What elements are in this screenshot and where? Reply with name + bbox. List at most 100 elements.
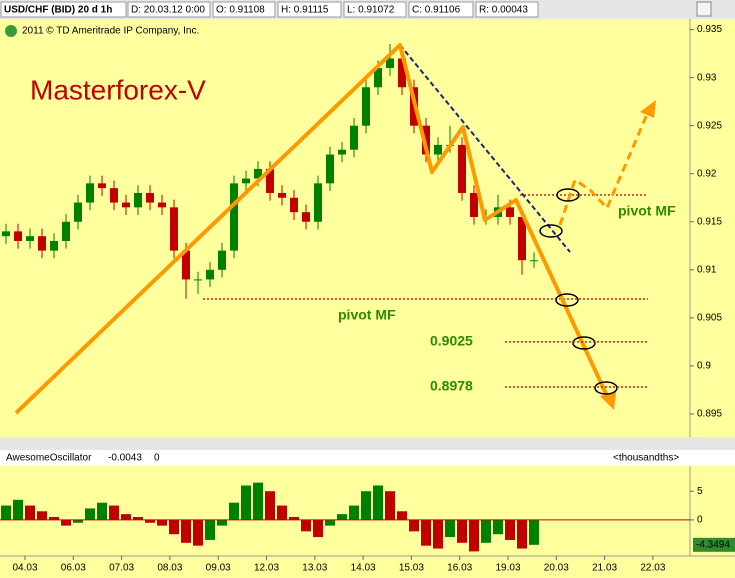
osc-bar bbox=[97, 502, 107, 520]
candle-body bbox=[302, 212, 310, 222]
candle-body bbox=[338, 149, 346, 155]
osc-bar bbox=[313, 519, 323, 538]
osc-bar bbox=[25, 505, 35, 520]
header-box bbox=[475, 1, 539, 18]
candle-body bbox=[290, 197, 298, 213]
osc-bar bbox=[493, 519, 503, 535]
candle-body bbox=[374, 68, 382, 88]
y-tick-label: 0.91 bbox=[697, 264, 717, 275]
osc-bar bbox=[409, 519, 419, 532]
y-tick-label: 0.905 bbox=[697, 312, 722, 323]
settings-button[interactable] bbox=[696, 1, 712, 17]
osc-bar bbox=[217, 519, 227, 526]
y-tick-label: 0.895 bbox=[697, 409, 722, 420]
candle-body bbox=[74, 202, 82, 222]
osc-bar bbox=[469, 519, 479, 552]
osc-header-bar bbox=[0, 450, 735, 466]
x-tick-label: 12.03 bbox=[254, 563, 279, 574]
osc-bar bbox=[289, 517, 299, 520]
header-field: R: 0.00043 bbox=[479, 5, 528, 16]
osc-header-field: AwesomeOscillator bbox=[6, 453, 92, 464]
target-ellipse bbox=[594, 381, 618, 395]
osc-bar bbox=[241, 485, 251, 520]
arrow-head bbox=[600, 392, 616, 410]
copyright: 2011 © TD Ameritrade IP Company, Inc. bbox=[22, 26, 199, 37]
y-tick-label: 0.925 bbox=[697, 120, 722, 131]
candle-body bbox=[266, 168, 274, 193]
osc-header-field: 0 bbox=[154, 453, 160, 464]
y-tick-label: 5 bbox=[697, 486, 703, 497]
arrow-head bbox=[640, 100, 656, 118]
osc-bar bbox=[169, 519, 179, 535]
osc-bar bbox=[133, 517, 143, 520]
osc-bar bbox=[253, 482, 263, 520]
target-ellipse bbox=[539, 224, 563, 238]
osc-bar bbox=[265, 491, 275, 520]
last-value-box bbox=[693, 537, 735, 552]
target-ellipse bbox=[572, 336, 596, 350]
target-ellipse bbox=[556, 188, 580, 202]
x-tick-label: 20.03 bbox=[544, 563, 569, 574]
candle-body bbox=[506, 207, 514, 217]
osc-bar bbox=[229, 502, 239, 520]
header-field: L: 0.91072 bbox=[347, 5, 395, 16]
candle-body bbox=[254, 168, 262, 179]
x-tick-label: 13.03 bbox=[302, 563, 327, 574]
header-field: O: 0.91108 bbox=[216, 5, 265, 16]
osc-bar bbox=[505, 519, 515, 540]
candle-body bbox=[458, 144, 466, 193]
info-icon[interactable] bbox=[5, 25, 17, 37]
candle-body bbox=[158, 202, 166, 208]
osc-bar bbox=[109, 505, 119, 520]
candle-body bbox=[518, 216, 526, 261]
x-tick-label: 19.03 bbox=[495, 563, 520, 574]
osc-bar bbox=[1, 505, 11, 520]
header-box bbox=[0, 1, 127, 18]
candle-body bbox=[194, 279, 202, 281]
osc-bar bbox=[337, 514, 347, 520]
candle-body bbox=[2, 231, 10, 237]
x-tick-label: 22.03 bbox=[640, 563, 665, 574]
candle-body bbox=[182, 250, 190, 280]
candle-body bbox=[170, 207, 178, 251]
last-value-label: -4.3494 bbox=[696, 539, 730, 550]
candle-body bbox=[434, 144, 442, 155]
x-tick-label: 06.03 bbox=[61, 563, 86, 574]
osc-bar bbox=[37, 511, 47, 520]
osc-header-field: -0.0043 bbox=[108, 453, 142, 464]
osc-bar bbox=[157, 519, 167, 526]
header-box bbox=[343, 1, 407, 18]
osc-bar bbox=[433, 519, 443, 549]
x-tick-label: 21.03 bbox=[592, 563, 617, 574]
trend-line bbox=[399, 44, 571, 253]
osc-bar bbox=[421, 519, 431, 546]
candle-body bbox=[470, 192, 478, 217]
header-box bbox=[408, 1, 474, 18]
candle-body bbox=[350, 125, 358, 150]
osc-bar bbox=[13, 499, 23, 520]
candle-body bbox=[230, 183, 238, 251]
candle-body bbox=[278, 192, 286, 198]
osc-bar bbox=[301, 519, 311, 532]
y-tick-label: 0.935 bbox=[697, 24, 722, 35]
header-box bbox=[277, 1, 342, 18]
target-ellipse bbox=[555, 293, 579, 307]
osc-bar bbox=[61, 519, 71, 526]
y-tick-label: 0.9 bbox=[697, 361, 711, 372]
osc-bar bbox=[145, 519, 155, 523]
osc-bar bbox=[277, 505, 287, 520]
x-tick-label: 09.03 bbox=[206, 563, 231, 574]
candle-body bbox=[530, 260, 538, 262]
osc-bar bbox=[361, 491, 371, 520]
candle-body bbox=[326, 154, 334, 184]
candle-body bbox=[134, 192, 142, 208]
osc-bar bbox=[373, 485, 383, 520]
x-tick-label: 08.03 bbox=[157, 563, 182, 574]
level-label: 0.9025 bbox=[430, 333, 473, 349]
drawings bbox=[14, 43, 656, 415]
candle-body bbox=[38, 236, 46, 251]
annotation: pivot MF bbox=[338, 307, 396, 323]
wave-line bbox=[14, 43, 610, 415]
x-axis-area bbox=[0, 556, 735, 578]
